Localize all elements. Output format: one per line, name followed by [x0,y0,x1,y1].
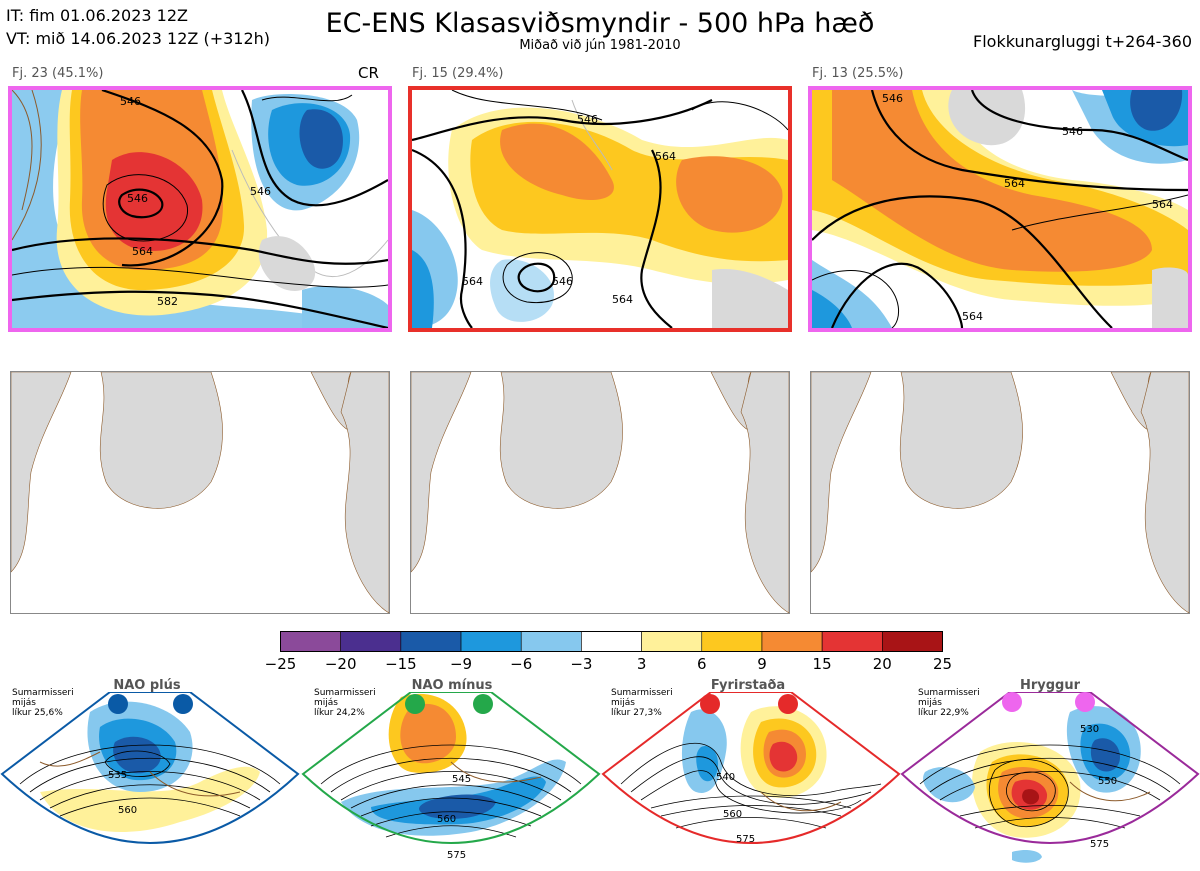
colorbar-tick-label: 15 [813,655,832,673]
colorbar-cell [581,632,641,652]
blank-map-1-svg [11,372,389,613]
regime-4-title: Hryggur [1020,678,1080,693]
contour-label: 564 [612,293,633,306]
cluster-3-map-svg: 546 546 564 564 564 [812,90,1188,328]
contour-label: 564 [655,150,676,163]
colorbar-cell [281,632,341,652]
contour-label: 575 [447,850,466,861]
contour-label: 575 [736,834,755,845]
contour-label: 545 [452,774,471,785]
colorbar-cell [341,632,401,652]
contour-label: 564 [132,245,153,258]
regime-3-marker-right [778,694,798,714]
colorbar-cell [521,632,581,652]
contour-label: 564 [962,310,983,323]
colorbar-cell [642,632,702,652]
colorbar-tick-label: −20 [325,655,357,673]
regime-2-marker-right [473,694,493,714]
contour-label: 546 [577,113,598,126]
regime-1-marker-right [173,694,193,714]
regime-1-map: 535 560 [0,692,300,870]
colorbar-cell [762,632,822,652]
regime-4-map: 530 550 575 [900,692,1200,870]
colorbar-cell [401,632,461,652]
blank-map-3-svg [811,372,1189,613]
regime-2-title: NAO mínus [412,678,493,693]
regime-1-marker-left [108,694,128,714]
contour-label: 564 [462,275,483,288]
regime-2-marker-left [405,694,425,714]
colorbar-tick-label: −6 [510,655,532,673]
contour-label: 560 [723,809,742,820]
colorbar-tick-label: −3 [570,655,592,673]
colorbar-cell [822,632,882,652]
colorbar-cell [882,632,942,652]
contour-label: 530 [1080,724,1099,735]
regime-3-title: Fyrirstaða [711,678,785,693]
blank-map-3 [810,371,1190,614]
classification-window: Flokkunargluggi t+264-360 [973,32,1192,51]
blank-map-1 [10,371,390,614]
contour-label: 546 [552,275,573,288]
cluster-2-map: 546 546 564 564 564 [408,86,792,332]
contour-label: 560 [437,814,456,825]
cluster-1-label: Fj. 23 (45.1%) [12,66,103,81]
contour-label: 546 [127,192,148,205]
colorbar-cell [702,632,762,652]
cluster-2-map-svg: 546 546 564 564 564 [412,90,788,328]
contour-label: 564 [1152,198,1173,211]
contour-label: 560 [118,805,137,816]
regime-1-title: NAO plús [113,678,180,693]
contour-label: 575 [1090,839,1109,850]
colorbar-tick-label: −25 [265,655,297,673]
regime-3-marker-left [700,694,720,714]
contour-label: 546 [1062,125,1083,138]
regime-2-map: 545 560 575 [301,692,601,870]
colorbar-tick-label: −9 [450,655,472,673]
contour-label: 540 [716,772,735,783]
cluster-1-map-svg: 546 546 546 564 582 [12,90,388,328]
cluster-3-label: Fj. 13 (25.5%) [812,66,903,81]
colorbar-tick-label: 6 [697,655,707,673]
regime-4-marker-left [1002,692,1022,712]
colorbar-tick-label: −15 [385,655,417,673]
cluster-1-tag: CR [358,64,379,82]
contour-label: 546 [250,185,271,198]
colorbar-tick-label: 20 [873,655,892,673]
blank-map-2 [410,371,790,614]
contour-label: 546 [882,92,903,105]
cluster-1-map: 546 546 546 564 582 [8,86,392,332]
contour-label: 564 [1004,177,1025,190]
colorbar [280,631,944,653]
blank-map-2-svg [411,372,789,613]
contour-label: 582 [157,295,178,308]
contour-label: 535 [108,770,127,781]
colorbar-tick-label: 9 [757,655,767,673]
regime-3-map: 540 560 575 [601,692,901,870]
contour-label: 546 [120,95,141,108]
cluster-3-map: 546 546 564 564 564 [808,86,1192,332]
contour-label: 550 [1098,776,1117,787]
colorbar-cell [461,632,521,652]
cluster-2-label: Fj. 15 (29.4%) [412,66,503,81]
colorbar-tick-label: 25 [933,655,952,673]
colorbar-tick-label: 3 [637,655,647,673]
regime-4-marker-right [1075,692,1095,712]
